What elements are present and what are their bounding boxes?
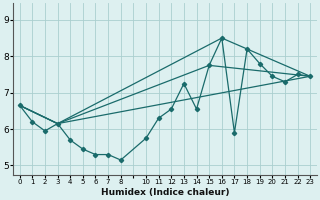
X-axis label: Humidex (Indice chaleur): Humidex (Indice chaleur): [101, 188, 229, 197]
